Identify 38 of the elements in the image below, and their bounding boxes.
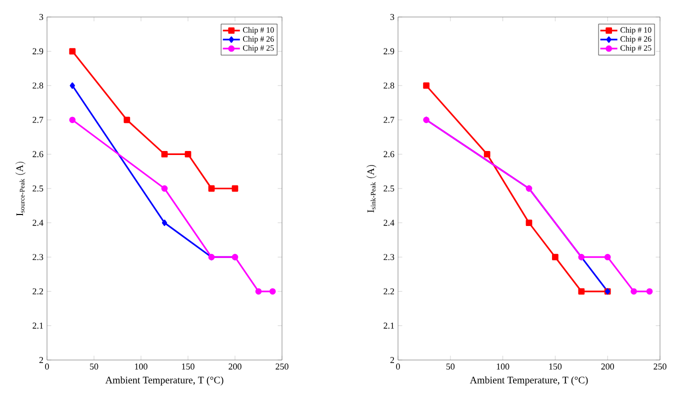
y-tick-label: 2: [390, 357, 394, 363]
y-tick-label: 2.9: [384, 48, 394, 54]
x-tick-label: 250: [654, 364, 666, 370]
y-tick-label: 2.4: [32, 220, 44, 226]
x-tick-label: 50: [446, 364, 455, 370]
y-tick-label: 2.5: [32, 185, 44, 192]
y-tick-label: 3: [390, 14, 394, 20]
x-axis-title: Ambient Temperature, T (°C): [470, 376, 588, 386]
x-tick-label: 150: [549, 364, 562, 370]
y-tick-label: 2.7: [384, 116, 394, 123]
x-tick-label: 100: [135, 364, 148, 370]
x-tick-label: 0: [396, 364, 400, 370]
x-tick-label: 100: [496, 364, 510, 370]
y-axis-title: $\mathrm{I}_{\mathrm{sink\text{-}Peak}}\ (\mathrm{A})$: [366, 165, 376, 213]
y-tick-label: 2.5: [384, 185, 394, 192]
y-tick-label: 2.8: [32, 82, 44, 89]
y-tick-label: 2.3: [384, 254, 394, 260]
y-tick-label: 2.8: [384, 82, 394, 89]
x-tick-label: 150: [182, 364, 194, 370]
y-tick-label: 2.1: [32, 322, 43, 329]
x-tick-label: 200: [601, 364, 614, 370]
y-axis-title: $\mathrm{I}_{\mathrm{source\text{-}Peak}}\ (\mathrm{A})$: [15, 162, 26, 216]
y-tick-label: 2.6: [32, 151, 44, 158]
y-tick-label: 3: [39, 14, 44, 20]
y-tick-label: 2.7: [32, 116, 44, 123]
y-tick-label: 2.6: [384, 151, 394, 158]
x-tick-label: 200: [228, 364, 242, 370]
y-tick-label: 2: [39, 357, 43, 363]
y-tick-label: 2.3: [32, 254, 44, 260]
y-tick-label: 2.9: [32, 48, 44, 54]
x-tick-label: 50: [90, 364, 98, 370]
y-tick-label: 2.2: [32, 288, 43, 294]
x-axis-title: Ambient Temperature, T (°C): [105, 376, 224, 386]
x-tick-label: 250: [276, 364, 288, 370]
x-tick-label: 0: [45, 364, 49, 370]
y-tick-label: 2.2: [384, 288, 394, 294]
y-tick-label: 2.1: [384, 322, 394, 329]
y-tick-label: 2.4: [384, 220, 394, 226]
